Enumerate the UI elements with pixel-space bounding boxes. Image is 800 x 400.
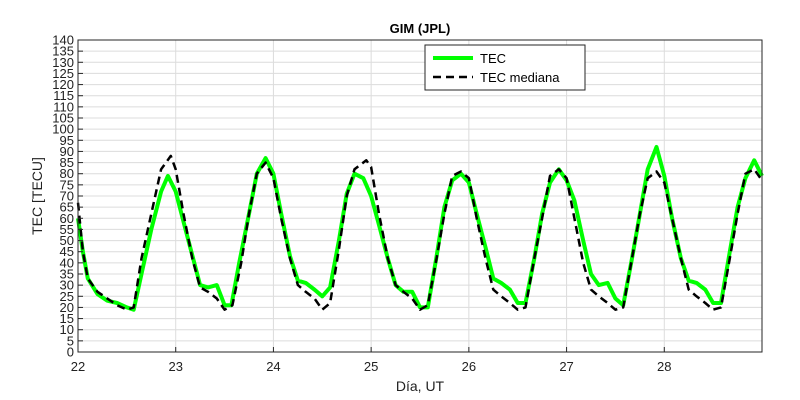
- y-tick-label: 95: [60, 133, 74, 148]
- y-tick-label: 15: [60, 311, 74, 326]
- y-tick-label: 100: [52, 122, 74, 137]
- x-tick-label: 22: [71, 359, 85, 374]
- y-tick-label: 85: [60, 155, 74, 170]
- y-tick-label: 110: [53, 99, 74, 114]
- y-tick-label: 45: [60, 244, 74, 259]
- y-tick-label: 55: [60, 222, 74, 237]
- y-tick-label: 130: [52, 55, 74, 70]
- y-tick-label: 125: [52, 66, 74, 81]
- y-tick-label: 5: [67, 333, 74, 348]
- x-tick-label: 26: [462, 359, 476, 374]
- y-tick-label: 10: [60, 322, 74, 337]
- series-lines: [76, 145, 764, 312]
- y-axis-label: TEC [TECU]: [29, 157, 45, 235]
- y-tick-label: 70: [60, 189, 74, 204]
- y-tick-label: 75: [60, 177, 74, 192]
- y-tick-label: 80: [60, 166, 74, 181]
- y-tick-label: 115: [53, 88, 74, 103]
- y-tick-label: 30: [60, 278, 74, 293]
- y-tick-label: 20: [60, 300, 74, 315]
- y-tick-label: 25: [60, 289, 74, 304]
- x-tick-label: 23: [168, 359, 182, 374]
- axis-ticks: 0510152025303540455055606570758085909510…: [52, 33, 671, 375]
- x-tick-label: 27: [559, 359, 573, 374]
- y-tick-label: 105: [52, 111, 74, 126]
- x-tick-label: 25: [364, 359, 378, 374]
- y-tick-label: 90: [60, 144, 74, 159]
- x-tick-label: 28: [657, 359, 671, 374]
- y-tick-label: 140: [52, 33, 74, 48]
- legend-label-tec: TEC: [480, 51, 506, 66]
- legend: TEC TEC mediana: [424, 44, 586, 91]
- y-tick-label: 65: [60, 200, 74, 215]
- x-axis-label: Día, UT: [396, 378, 445, 394]
- y-tick-label: 50: [60, 233, 74, 248]
- y-tick-label: 120: [52, 77, 74, 92]
- legend-label-tec-mediana: TEC mediana: [480, 70, 560, 85]
- y-tick-label: 0: [67, 345, 74, 360]
- y-tick-label: 40: [60, 255, 74, 270]
- y-tick-label: 135: [52, 44, 74, 59]
- x-tick-label: 24: [266, 359, 280, 374]
- legend-box: [424, 44, 586, 91]
- series-line-tec-mediana: [76, 154, 764, 311]
- y-tick-label: 35: [60, 267, 74, 282]
- y-tick-label: 60: [60, 211, 74, 226]
- chart-title: GIM (JPL): [390, 21, 451, 36]
